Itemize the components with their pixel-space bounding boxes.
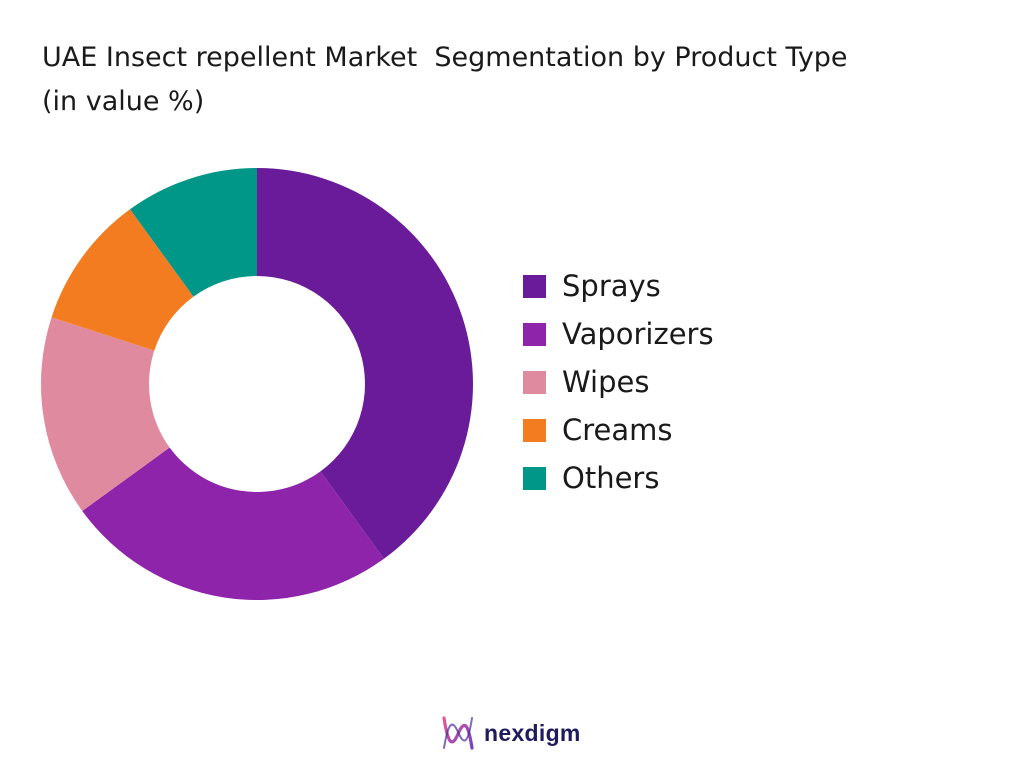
legend-label: Vaporizers <box>562 317 714 351</box>
legend-label: Sprays <box>562 269 661 303</box>
legend-item-others: Others <box>523 454 714 502</box>
legend-swatch <box>523 370 546 394</box>
chart-title-line: UAE Insect repellent Market Segmentation… <box>42 42 848 73</box>
slice-others <box>130 168 257 297</box>
legend-item-creams: Creams <box>523 406 714 454</box>
legend-swatch <box>523 322 546 346</box>
chart-title: UAE Insect repellent Market Segmentation… <box>42 36 1002 124</box>
brand-name: nexdigm <box>484 719 581 746</box>
legend-swatch <box>523 418 546 442</box>
brand-logo: nexdigm <box>440 714 581 752</box>
legend-label: Creams <box>562 413 673 447</box>
nexdigm-wave-icon <box>442 716 474 750</box>
slice-wipes <box>41 317 170 511</box>
slice-creams <box>51 209 194 351</box>
chart-legend: Sprays Vaporizers Wipes Creams Others <box>523 262 714 502</box>
legend-item-sprays: Sprays <box>523 262 714 310</box>
slice-sprays <box>257 168 473 559</box>
chart-subtitle: (in value %) <box>42 86 205 117</box>
legend-label: Wipes <box>562 365 650 399</box>
legend-swatch <box>523 466 546 490</box>
legend-label: Others <box>562 461 660 495</box>
legend-item-vaporizers: Vaporizers <box>523 310 714 358</box>
slice-vaporizers <box>82 447 384 600</box>
legend-swatch <box>523 274 546 298</box>
legend-item-wipes: Wipes <box>523 358 714 406</box>
